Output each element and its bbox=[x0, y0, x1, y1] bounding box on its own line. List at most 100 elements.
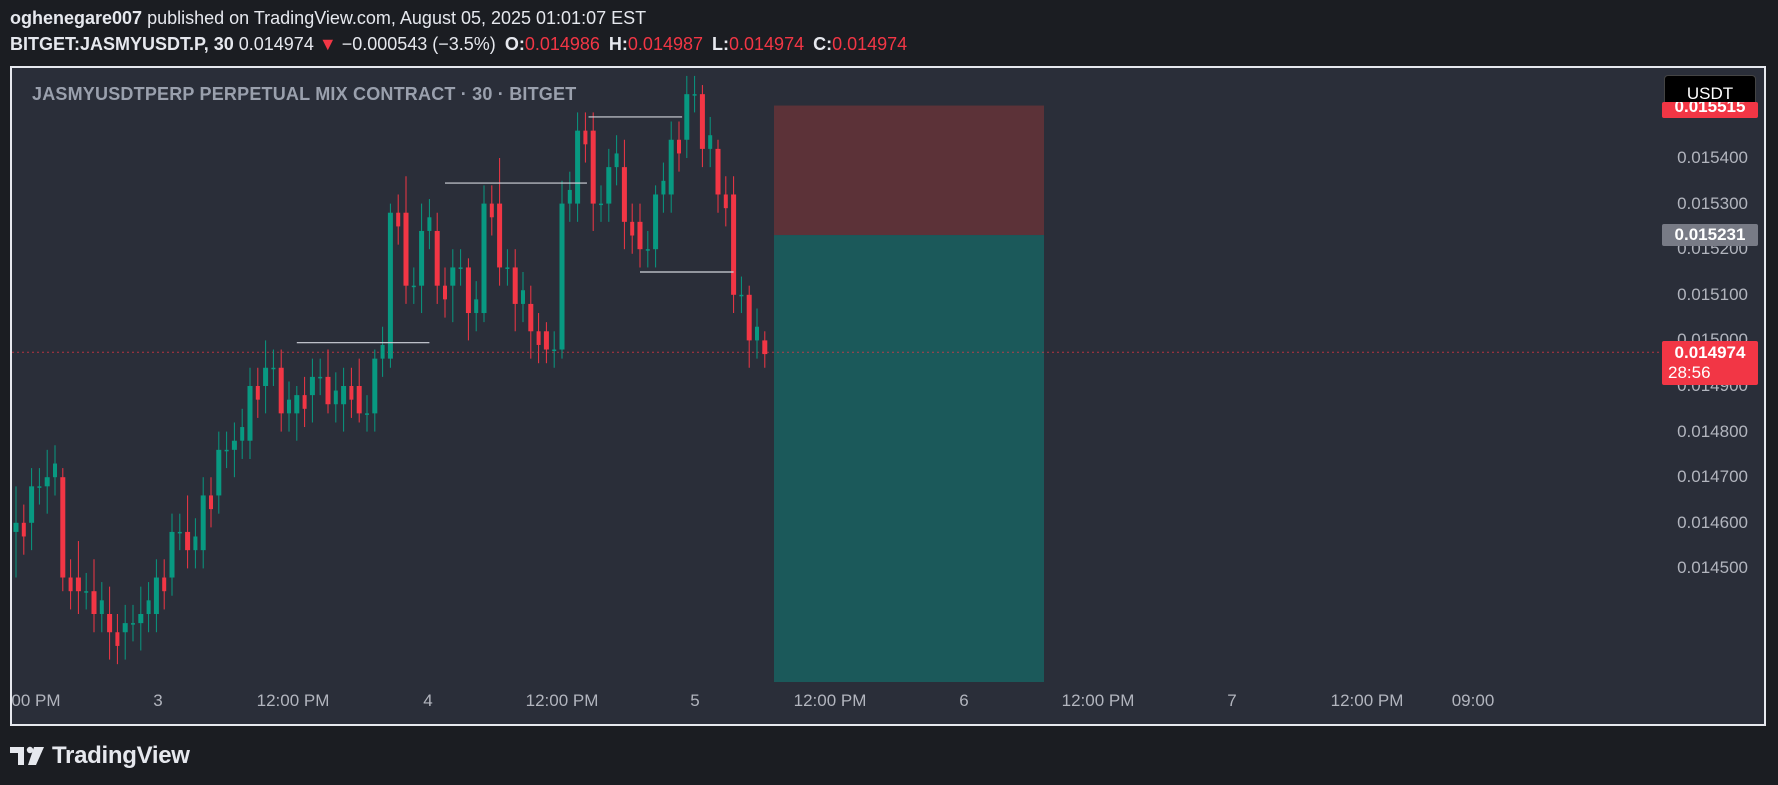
time-tick-label: 7 bbox=[1227, 691, 1237, 710]
candle-body bbox=[99, 600, 104, 614]
candle-body bbox=[427, 217, 432, 231]
tradingview-brand[interactable]: TradingView bbox=[52, 742, 190, 769]
time-tick-label: 12:00 PM bbox=[525, 691, 599, 710]
candle-body bbox=[372, 358, 378, 414]
candle-body bbox=[450, 267, 456, 286]
time-tick-label: 6 bbox=[959, 691, 969, 710]
candle-body bbox=[497, 203, 503, 268]
candle-body bbox=[723, 194, 728, 209]
symbol-label: BITGET:JASMYUSDT.P, 30 bbox=[10, 34, 234, 54]
candle-body bbox=[465, 267, 471, 314]
close-value: 0.014974 bbox=[832, 34, 908, 54]
candle-body bbox=[653, 194, 659, 250]
triangle-down-icon: ▼ bbox=[318, 34, 337, 54]
candle-body bbox=[403, 212, 409, 286]
stop-price-tag: 0.015515 bbox=[1662, 102, 1758, 118]
price-scale[interactable]: 0.015400 0.015300 0.015200 0.015100 0.015000… bbox=[1660, 68, 1766, 682]
candle-body bbox=[60, 477, 66, 578]
high-value: 0.014987 bbox=[627, 34, 703, 54]
candle-body bbox=[536, 331, 541, 345]
candle-body bbox=[552, 349, 557, 352]
candle-body bbox=[349, 386, 354, 400]
candle-body bbox=[708, 135, 713, 149]
candle-body bbox=[731, 194, 737, 295]
candle-body bbox=[762, 340, 768, 355]
candle-body bbox=[521, 290, 525, 304]
candle-body bbox=[185, 531, 191, 551]
candle-body bbox=[434, 230, 440, 286]
candle-body bbox=[53, 463, 57, 478]
candle-body bbox=[489, 203, 494, 218]
chart-frame: JASMYUSDTPERP PERPETUAL MIX CONTRACT · 3… bbox=[10, 66, 1766, 726]
stop-loss-zone bbox=[774, 105, 1044, 236]
candle-body bbox=[387, 212, 393, 359]
candle-body bbox=[224, 449, 229, 452]
candle-body bbox=[692, 94, 697, 96]
price-tick-label: 0.015400 bbox=[1677, 148, 1748, 167]
chart-title: JASMYUSDTPERP PERPETUAL MIX CONTRACT · 3… bbox=[32, 84, 577, 104]
candle-body bbox=[621, 167, 627, 222]
candle-body bbox=[458, 267, 463, 269]
candle-body bbox=[75, 577, 81, 592]
candle-body bbox=[37, 486, 42, 488]
candle-body bbox=[302, 395, 307, 409]
candle-body bbox=[200, 495, 206, 551]
candle-body bbox=[755, 326, 759, 341]
candle-body bbox=[481, 203, 487, 314]
time-scale[interactable]: 00 PM 3 12:00 PM 4 12:00 PM 5 12:00 PM 6 12:00 P… bbox=[12, 682, 1660, 724]
chart-plot-area[interactable] bbox=[12, 68, 1660, 682]
candle-body bbox=[231, 440, 237, 450]
candle-body bbox=[131, 623, 135, 625]
entry-price-tag: 0.015231 bbox=[1662, 224, 1758, 247]
candle-body bbox=[13, 522, 19, 532]
candle-body bbox=[677, 139, 681, 154]
candlestick-chart[interactable] bbox=[12, 68, 1660, 682]
candle-body bbox=[21, 522, 26, 537]
candle-body bbox=[278, 367, 284, 414]
low-label: L: bbox=[712, 34, 730, 54]
candle-body bbox=[699, 94, 705, 149]
candle-body bbox=[590, 130, 596, 204]
publisher-name[interactable]: oghenegare007 bbox=[10, 8, 143, 28]
published-text: published on TradingView.com, August 05,… bbox=[147, 8, 647, 28]
candle-body bbox=[263, 367, 269, 386]
tradingview-logo-icon[interactable] bbox=[10, 745, 46, 767]
candle-body bbox=[419, 230, 425, 286]
candle-body bbox=[630, 221, 635, 236]
candle-body bbox=[216, 449, 222, 496]
candle-body bbox=[356, 386, 362, 414]
time-tick-label: 12:00 PM bbox=[793, 691, 867, 710]
candle-body bbox=[567, 189, 572, 204]
candle-body bbox=[325, 376, 331, 405]
candle-body bbox=[107, 614, 113, 633]
last-price-tag: 0.014974 28:56 bbox=[1662, 341, 1758, 386]
candle-body bbox=[684, 94, 690, 140]
last-price: 0.014974 bbox=[238, 34, 314, 54]
time-tick-label: 12:00 PM bbox=[1330, 691, 1404, 710]
bar-countdown: 28:56 bbox=[1668, 363, 1711, 383]
candle-body bbox=[543, 331, 549, 350]
candle-body bbox=[333, 390, 338, 405]
time-tick-label: 00 PM bbox=[12, 691, 61, 710]
take-profit-zone bbox=[774, 235, 1044, 682]
candle-body bbox=[318, 376, 323, 379]
candle-body bbox=[715, 148, 721, 195]
candle-body bbox=[309, 376, 315, 396]
candle-body bbox=[474, 299, 479, 314]
candle-body bbox=[146, 600, 151, 614]
open-value: 0.014986 bbox=[524, 34, 600, 54]
time-tick-label: 4 bbox=[423, 691, 433, 710]
publication-line: oghenegare007 published on TradingView.c… bbox=[10, 6, 1768, 30]
price-tick-label: 0.014800 bbox=[1677, 421, 1748, 441]
candle-body bbox=[177, 531, 182, 534]
candle-body bbox=[209, 495, 213, 510]
price-tick-label: 0.014700 bbox=[1677, 467, 1748, 487]
quote-line: BITGET:JASMYUSDT.P, 30 0.014974 ▼ −0.000… bbox=[10, 32, 1768, 56]
time-tick-label: 3 bbox=[153, 691, 163, 710]
candle-body bbox=[512, 267, 518, 304]
candle-body bbox=[661, 180, 666, 195]
candle-body bbox=[599, 203, 603, 206]
time-tick-label: 09:00 bbox=[1451, 691, 1495, 710]
candle-body bbox=[271, 367, 276, 370]
candle-body bbox=[739, 294, 744, 297]
